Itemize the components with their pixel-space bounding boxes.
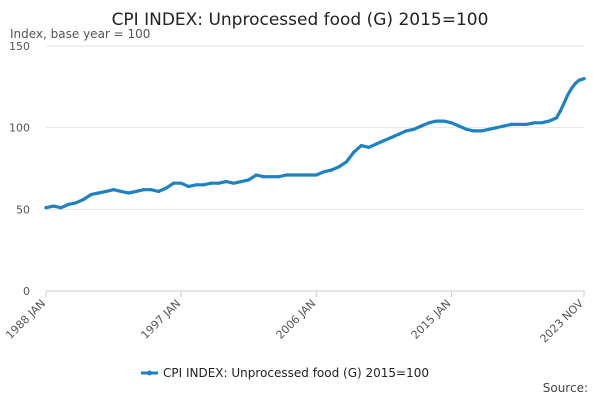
data-point[interactable]	[51, 204, 56, 208]
data-point[interactable]	[382, 139, 386, 143]
data-point[interactable]	[502, 124, 506, 128]
data-point[interactable]	[419, 124, 423, 128]
data-point[interactable]	[179, 181, 183, 185]
data-point[interactable]	[582, 77, 586, 81]
legend-marker	[147, 370, 152, 376]
series-line	[44, 77, 586, 210]
data-point[interactable]	[577, 78, 581, 82]
data-point[interactable]	[344, 160, 348, 164]
data-point[interactable]	[389, 135, 393, 140]
data-point[interactable]	[412, 127, 416, 131]
x-tick-label: 2006 JAN	[274, 297, 319, 342]
data-point[interactable]	[524, 122, 529, 126]
y-tick-label: 0	[23, 285, 30, 298]
data-point[interactable]	[209, 181, 213, 185]
data-point[interactable]	[164, 186, 168, 190]
data-point[interactable]	[262, 175, 266, 179]
data-point[interactable]	[352, 150, 356, 154]
data-point[interactable]	[89, 193, 93, 197]
data-point[interactable]	[194, 183, 198, 187]
data-point[interactable]	[299, 173, 303, 177]
data-point[interactable]	[554, 116, 559, 120]
data-point[interactable]	[142, 188, 146, 192]
data-point[interactable]	[96, 191, 101, 195]
data-point[interactable]	[359, 144, 363, 148]
data-point[interactable]	[517, 122, 521, 126]
source-label: Source:	[543, 381, 588, 395]
chart-title: CPI INDEX: Unprocessed food (G) 2015=100	[112, 10, 489, 30]
data-point[interactable]	[397, 132, 401, 136]
data-point[interactable]	[558, 109, 562, 113]
data-point[interactable]	[314, 173, 318, 177]
data-point[interactable]	[562, 101, 566, 105]
data-point[interactable]	[149, 188, 153, 192]
data-point[interactable]	[547, 119, 551, 123]
data-point[interactable]	[337, 165, 341, 169]
data-point[interactable]	[292, 173, 296, 177]
data-point[interactable]	[472, 129, 476, 133]
data-point[interactable]	[44, 206, 48, 210]
data-point[interactable]	[566, 93, 570, 97]
legend[interactable]: CPI INDEX: Unprocessed food (G) 2015=100	[141, 366, 429, 380]
data-point[interactable]	[239, 180, 243, 184]
data-point[interactable]	[112, 188, 116, 192]
data-point[interactable]	[217, 181, 221, 185]
series-group	[44, 77, 586, 210]
data-point[interactable]	[119, 189, 123, 193]
y-tick-label: 150	[9, 40, 30, 53]
data-point[interactable]	[269, 175, 273, 179]
x-tick-label: 2023 NOV	[538, 297, 587, 346]
y-axis-ticks: 0 50 100 150	[9, 40, 30, 298]
x-tick-label: 2015 JAN	[409, 297, 454, 342]
x-tick-label: 1997 JAN	[138, 297, 183, 342]
data-point[interactable]	[157, 189, 161, 193]
data-point[interactable]	[367, 145, 371, 149]
data-point[interactable]	[404, 129, 408, 133]
data-point[interactable]	[494, 126, 498, 130]
data-point[interactable]	[442, 119, 446, 123]
data-point[interactable]	[434, 119, 438, 123]
data-point[interactable]	[247, 178, 251, 182]
data-point[interactable]	[539, 121, 544, 125]
data-point[interactable]	[134, 189, 138, 193]
x-axis-ticks: 1988 JAN 1997 JAN 2006 JAN 2015 JAN 2023 NOV	[3, 291, 586, 346]
data-point[interactable]	[322, 170, 326, 174]
data-point[interactable]	[127, 191, 131, 195]
data-point[interactable]	[59, 206, 63, 210]
data-point[interactable]	[104, 189, 108, 193]
data-point[interactable]	[284, 173, 288, 177]
data-point[interactable]	[449, 121, 453, 125]
x-tick-label: 1988 JAN	[3, 297, 48, 342]
data-point[interactable]	[457, 124, 461, 128]
data-point[interactable]	[74, 201, 78, 205]
chart-subtitle: Index, base year = 100	[10, 27, 150, 41]
y-tick-label: 50	[16, 203, 30, 216]
data-point[interactable]	[464, 127, 468, 131]
data-point[interactable]	[509, 122, 513, 126]
data-point[interactable]	[307, 173, 311, 177]
data-point[interactable]	[277, 175, 281, 179]
data-point[interactable]	[569, 86, 574, 91]
data-point[interactable]	[224, 180, 228, 184]
y-tick-label: 100	[9, 122, 30, 135]
data-point[interactable]	[374, 142, 378, 146]
data-point[interactable]	[187, 184, 191, 189]
data-point[interactable]	[479, 129, 483, 133]
legend-label: CPI INDEX: Unprocessed food (G) 2015=100	[163, 366, 429, 380]
data-point[interactable]	[487, 127, 491, 131]
data-point[interactable]	[573, 82, 577, 86]
data-point[interactable]	[532, 121, 536, 125]
data-point[interactable]	[232, 181, 236, 185]
data-point[interactable]	[202, 183, 206, 187]
data-point[interactable]	[254, 173, 258, 177]
data-point[interactable]	[172, 181, 176, 185]
data-point[interactable]	[81, 197, 86, 202]
data-point[interactable]	[66, 202, 71, 206]
data-point[interactable]	[329, 168, 333, 172]
data-point[interactable]	[427, 121, 431, 125]
